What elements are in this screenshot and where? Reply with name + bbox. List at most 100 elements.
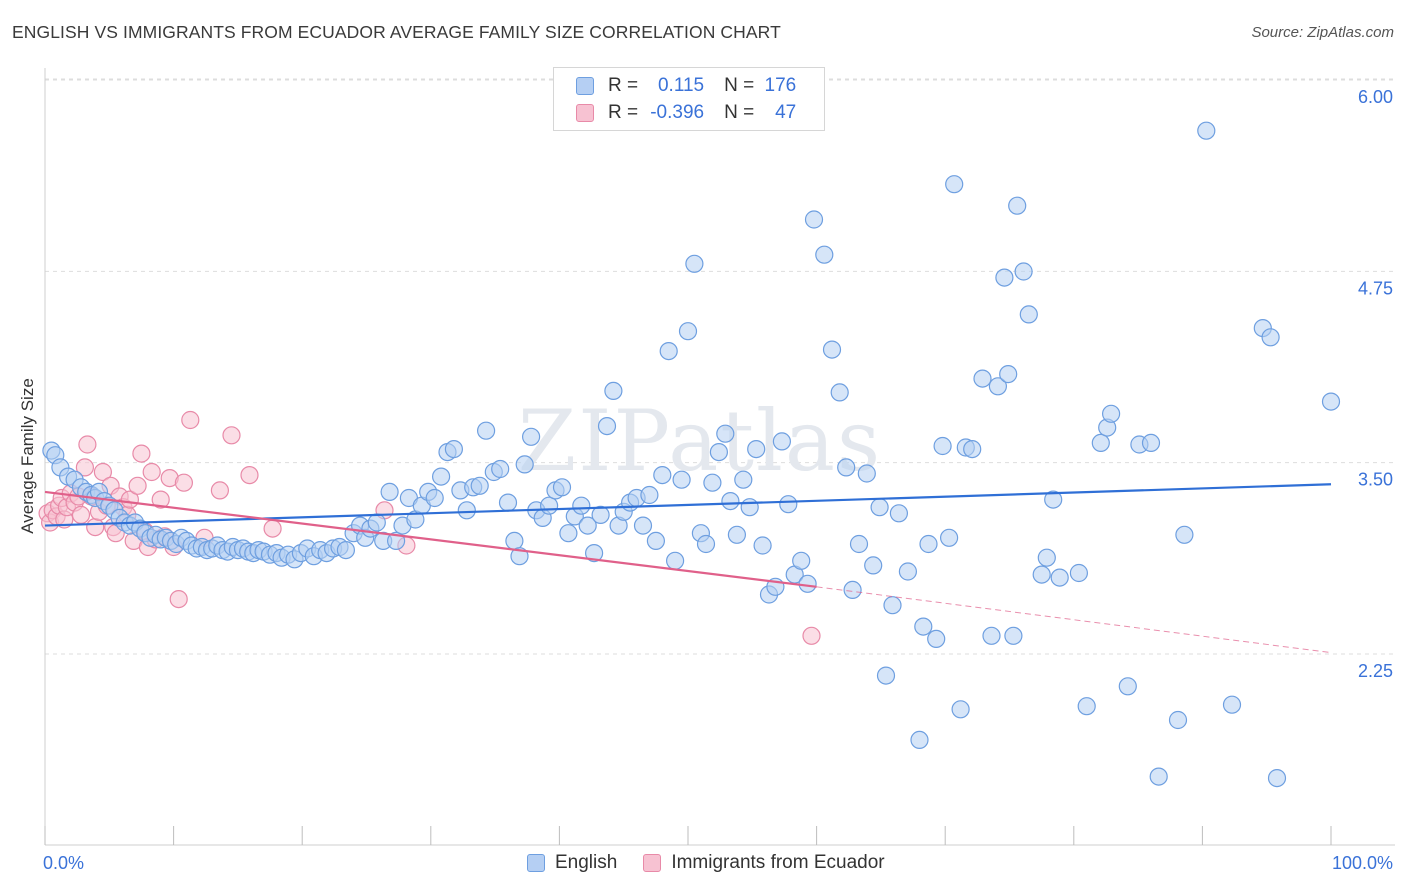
english-point [740,498,759,517]
english-point [696,534,716,554]
english-point [830,383,849,402]
english-point [1004,626,1023,645]
english-point [367,513,386,532]
english-point [491,459,510,479]
ecuador-trend-line [44,490,817,588]
n-label: N = [724,102,755,123]
series-english [42,121,1341,788]
axes [44,68,1395,846]
english-point [772,432,792,451]
ecuador-point [71,505,91,525]
english-point [1261,328,1280,347]
x-tick-label: 0.0% [43,853,84,873]
english-point [883,596,902,615]
english-point [898,562,918,581]
legend-label-ecuador: Immigrants from Ecuador [671,852,885,873]
english-point [1175,525,1194,544]
english-point [933,436,952,456]
english-point [665,551,685,570]
english-point [889,504,909,523]
ecuador-point [132,444,151,463]
english-point [425,488,444,508]
ecuador-point [151,490,170,509]
english-point [604,381,623,400]
x-tick-label: 100.0% [1332,853,1393,873]
english-point [1050,568,1069,587]
n-value: 176 [764,75,797,96]
english-point [646,531,666,551]
english-point [804,210,824,229]
english-point [798,574,817,593]
english-point [470,476,489,495]
english-point [779,495,798,514]
ecuador-point [210,481,229,500]
trend-lines [44,483,1332,654]
ecuador-point [222,426,241,445]
english-point [1267,768,1287,788]
english-point [939,528,959,547]
tick-labels: 2.25 3.50 4.75 6.00 0.0% 100.0% [43,87,1393,873]
english-point [1091,433,1110,452]
english-point [1197,121,1216,140]
english-point [843,580,862,600]
english-point [973,369,992,388]
y-tick-label: 3.50 [1358,470,1393,490]
english-point [1168,710,1188,730]
english-point [747,440,766,459]
english-point [659,342,678,361]
english-point [552,478,572,497]
ecuador-trend-extension [816,586,1332,654]
ecuador-point [802,626,821,645]
ecuador-point [181,410,200,430]
english-point [515,455,534,474]
english-point [822,340,842,359]
english-point [685,254,704,273]
english-point [1149,767,1168,786]
ecuador-swatch [576,104,594,122]
english-point [653,466,672,485]
english-point [792,551,811,570]
ecuador-point [169,589,188,609]
ecuador-point [78,435,97,454]
series-legend: English Immigrants from Ecuador [527,852,911,874]
english-point [380,482,399,501]
english-point [951,700,970,719]
english-point [857,464,876,483]
english-point [678,322,698,341]
ecuador-point [93,462,113,482]
watermark: ZIPatlas [518,392,880,490]
english-point [927,629,946,649]
english-point [988,377,1008,396]
ecuador-point [142,462,161,482]
english-point [1037,548,1056,567]
english-point [734,470,753,489]
ecuador-swatch [643,854,662,872]
grid-lines [45,78,1395,655]
english-point [716,424,735,443]
english-point [672,470,691,489]
english-point [727,525,747,544]
english-point [1118,677,1137,696]
english-point [1008,196,1027,215]
english-point [1141,433,1161,452]
english-point [578,516,597,535]
y-tick-label: 4.75 [1358,278,1393,298]
legend-item-english[interactable]: English [527,852,617,874]
ecuador-point [174,473,193,492]
english-point [1077,697,1096,716]
english-point [584,543,604,563]
y-tick-label: 2.25 [1358,661,1393,681]
n-label: N = [724,75,755,96]
legend-item-ecuador[interactable]: Immigrants from Ecuador [643,852,885,874]
english-point [498,493,518,512]
english-trend-line [44,483,1332,527]
english-point [963,440,982,459]
ecuador-point [86,517,105,537]
english-point [477,421,496,440]
english-point [914,617,933,636]
english-point [521,427,541,446]
english-point [703,473,722,492]
english-point [1032,565,1051,584]
english-point [1321,392,1341,411]
